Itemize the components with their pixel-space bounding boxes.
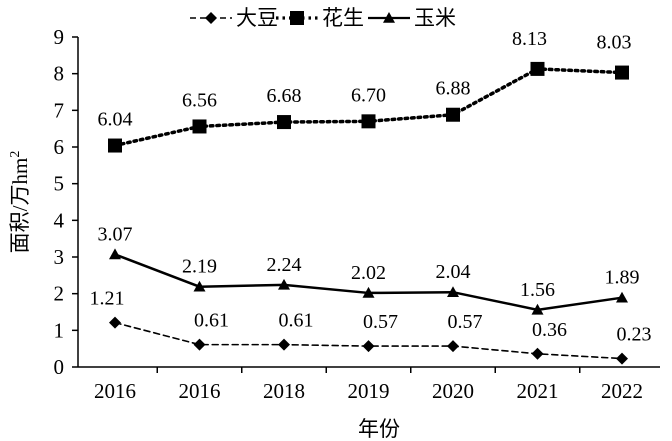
data-label: 6.88	[436, 78, 471, 100]
x-tick-label: 2018	[263, 379, 305, 403]
data-point-triangle	[362, 286, 375, 298]
x-tick-label: 2016	[179, 379, 221, 403]
legend: 大豆 花生 玉米	[190, 6, 456, 30]
x-tick-label: 2019	[348, 379, 390, 403]
data-point-square	[108, 138, 122, 153]
data-point-square	[446, 107, 460, 122]
data-point-diamond	[616, 352, 628, 365]
data-label: 1.56	[520, 279, 555, 301]
series-3	[109, 248, 628, 315]
y-tick-label: 1	[54, 318, 65, 342]
legend-marker-diamond	[205, 12, 217, 24]
axes: 0 1 2 3 4 5 6 7 8 9 2016 2016 2018 2019 2020 2021 2022	[54, 25, 660, 403]
data-point-triangle	[193, 280, 206, 292]
data-point-triangle	[531, 303, 544, 315]
data-label: 0.57	[448, 311, 483, 333]
data-point-triangle	[278, 278, 290, 290]
legend-label: 大豆	[236, 6, 278, 30]
data-point-square	[530, 61, 545, 76]
data-point-triangle	[447, 286, 459, 297]
data-label: 1.89	[605, 267, 640, 289]
data-label: 2.19	[182, 256, 217, 278]
data-point-diamond	[447, 340, 459, 353]
y-axis-title: 面积/万hm2	[8, 151, 32, 254]
y-tick-label: 0	[54, 355, 65, 379]
data-label: 8.13	[512, 28, 547, 50]
y-tick-label: 9	[54, 25, 65, 49]
data-label: 0.23	[617, 324, 652, 346]
y-axis-title-sup: 2	[8, 151, 23, 158]
x-tick-label: 2022	[601, 379, 643, 403]
data-point-diamond	[278, 338, 290, 351]
data-point-square	[361, 114, 376, 129]
data-label: 3.07	[98, 223, 133, 245]
legend-item: 玉米	[368, 6, 456, 30]
data-label: 0.57	[363, 311, 398, 333]
data-point-triangle	[616, 291, 628, 303]
x-tick-label: 2020	[432, 379, 474, 403]
data-point-square	[192, 119, 207, 134]
data-labels: 1.21 0.61 0.61 0.57 0.57 0.36 0.23 6.04 6.56 6.68…	[90, 28, 652, 346]
data-point-diamond	[193, 338, 206, 351]
y-tick-label: 2	[54, 282, 65, 306]
data-label: 2.24	[267, 254, 302, 276]
legend-label: 玉米	[414, 6, 456, 30]
legend-label: 花生	[322, 6, 364, 30]
y-tick-label: 6	[54, 135, 65, 159]
data-point-triangle	[109, 248, 121, 260]
y-axis-title-main: 面积/万hm	[8, 158, 32, 254]
x-tick-label: 2021	[517, 379, 559, 403]
data-label: 0.61	[279, 310, 314, 332]
data-label: 6.04	[98, 109, 133, 131]
legend-item: 大豆	[190, 6, 278, 30]
data-point-diamond	[531, 347, 544, 360]
x-tick-label: 2016	[94, 379, 136, 403]
data-point-diamond	[362, 340, 375, 353]
y-tick-label: 4	[54, 208, 65, 232]
data-point-diamond	[109, 316, 121, 329]
legend-item: 花生	[276, 6, 364, 30]
y-tick-label: 5	[54, 172, 65, 196]
series-1	[109, 316, 628, 365]
data-label: 6.56	[182, 89, 217, 111]
data-label: 6.68	[267, 85, 302, 107]
data-label: 1.21	[90, 288, 125, 310]
data-label: 8.03	[597, 32, 632, 54]
legend-marker-triangle	[383, 12, 395, 23]
series-lines	[108, 61, 629, 365]
data-label: 2.02	[351, 262, 386, 284]
data-point-square	[277, 115, 291, 130]
data-point-square	[615, 65, 629, 80]
y-tick-label: 8	[54, 62, 65, 86]
data-label: 0.61	[194, 310, 229, 332]
y-tick-label: 3	[54, 245, 65, 269]
y-tick-label: 7	[54, 98, 65, 122]
x-axis-title: 年份	[358, 417, 400, 441]
data-label: 6.70	[351, 84, 386, 106]
data-label: 2.04	[436, 261, 471, 283]
data-label: 0.36	[532, 319, 567, 341]
legend-marker-square	[290, 11, 304, 25]
series-2	[108, 61, 629, 153]
